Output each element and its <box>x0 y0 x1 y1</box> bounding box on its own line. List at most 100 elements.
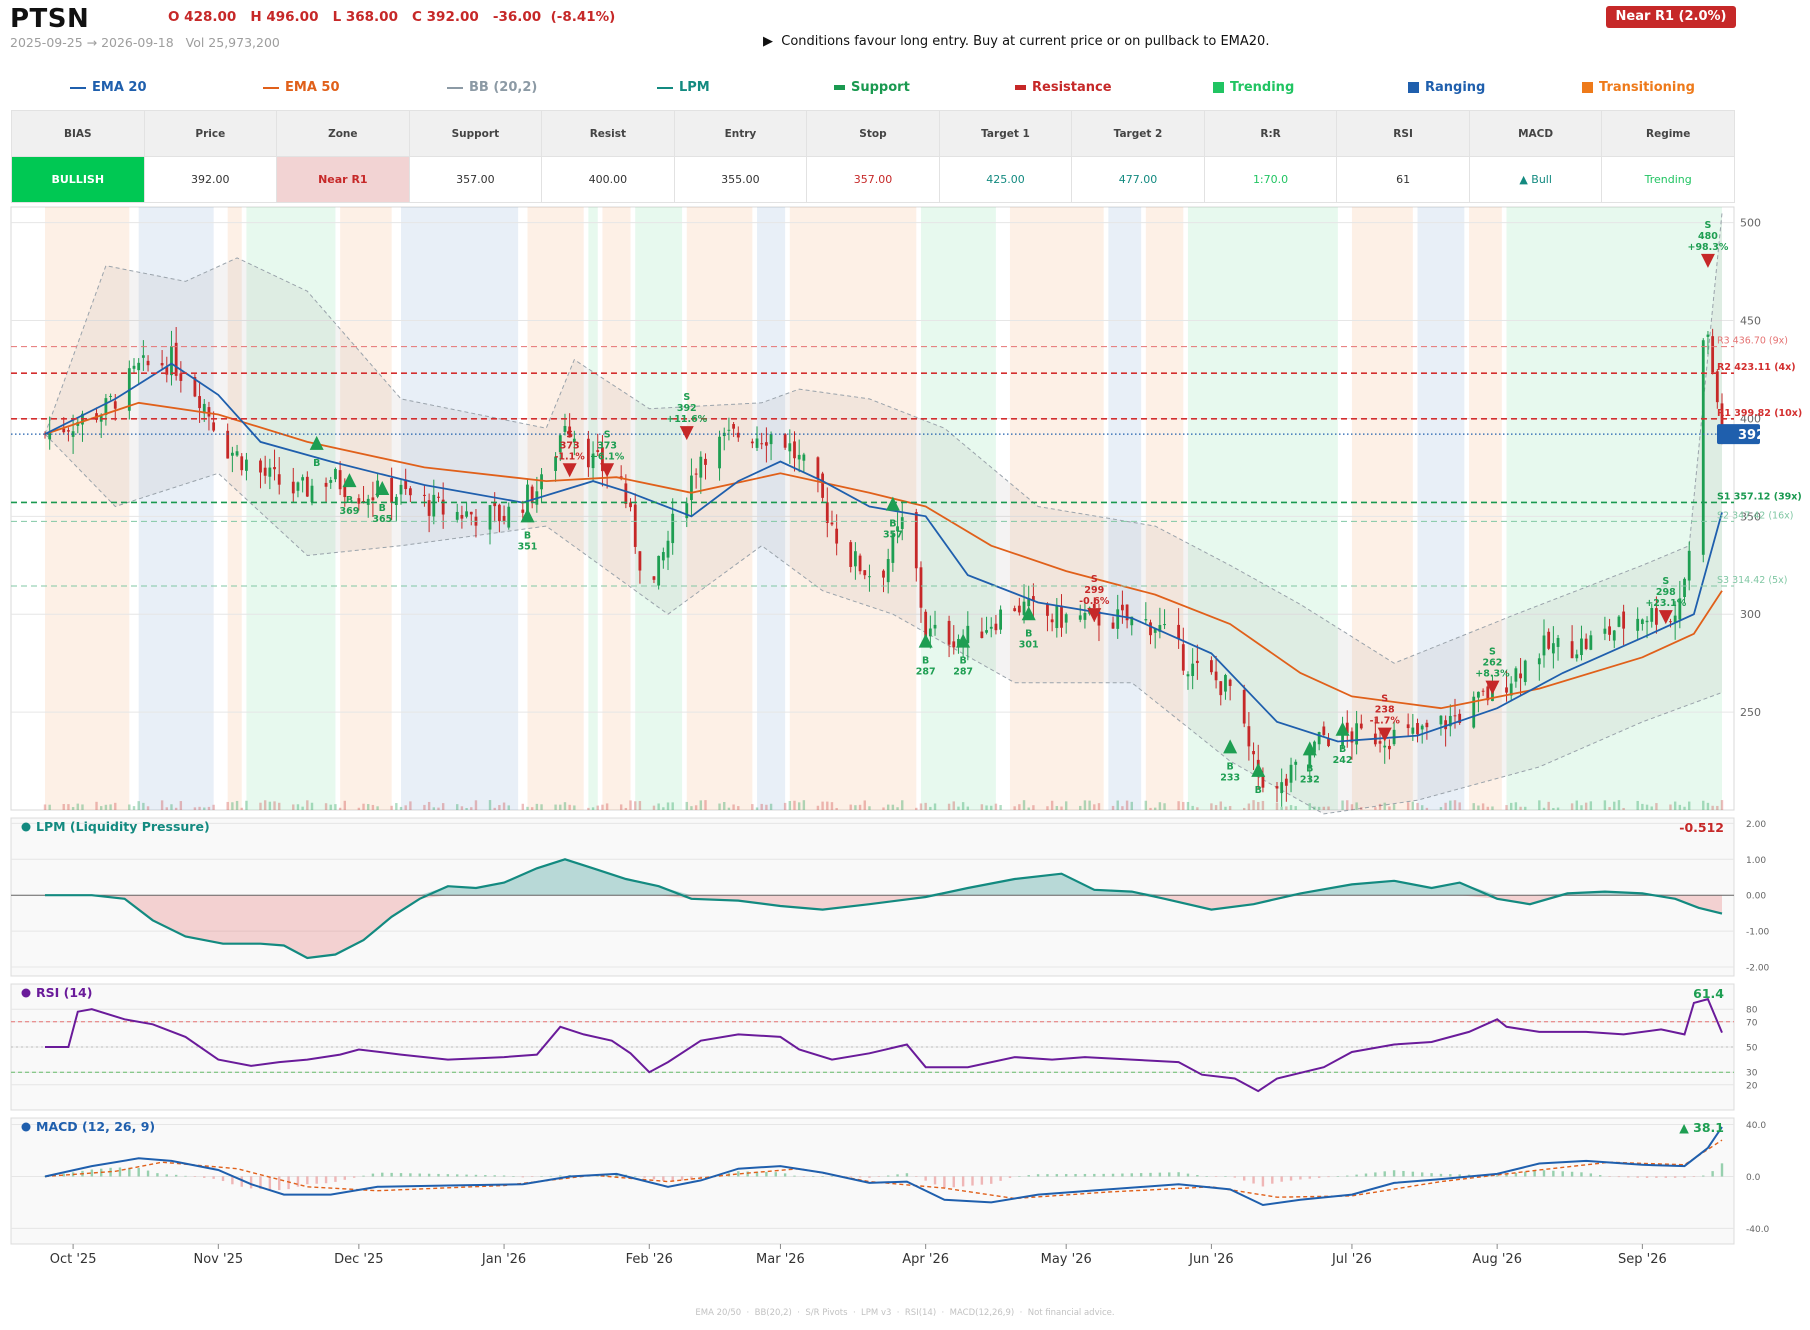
volume-bar <box>587 807 590 810</box>
lpm-last-value: -0.512 <box>1679 820 1724 835</box>
candle-body <box>769 434 773 445</box>
candle-body <box>1210 660 1213 673</box>
regime-band-trending <box>1506 207 1722 810</box>
volume-bar <box>1027 807 1030 810</box>
volume-bar <box>666 802 670 810</box>
candle-body <box>1327 738 1330 747</box>
candle-body <box>62 428 66 433</box>
ema50-line <box>44 401 1723 710</box>
candle-body <box>488 505 492 530</box>
macd-histogram-bar <box>1514 1172 1518 1177</box>
legend-item-bb: BB (20,2) <box>447 80 537 95</box>
candle-body <box>750 441 754 444</box>
candle-body <box>174 342 178 376</box>
macd-histogram-bar <box>1711 1171 1714 1177</box>
x-tick-label: Jun '26 <box>1188 1252 1234 1267</box>
volume-bar <box>1406 802 1410 810</box>
sell-signal-label: +11.6% <box>666 414 707 425</box>
macd-last-value: ▲ 38.1 <box>1679 1120 1724 1135</box>
candle-body <box>1603 628 1607 634</box>
lpm-tick-label: -2.00 <box>1746 964 1770 974</box>
macd-histogram-bar <box>484 1175 487 1177</box>
candle-body <box>1711 336 1715 373</box>
volume-bar <box>605 803 609 810</box>
volume-bar <box>788 801 792 810</box>
bb-lower-line <box>44 433 1723 815</box>
buy-signal-label: 287 <box>953 667 973 678</box>
volume-bar <box>554 804 557 810</box>
resistance-level-label: R3 436.70 (9x) <box>1717 336 1788 347</box>
macd-histogram-bar <box>446 1174 450 1177</box>
macd-histogram-bar <box>1102 1173 1105 1177</box>
support-level-label: S1 357.12 (39x) <box>1717 491 1802 502</box>
regime-band-transitioning <box>1145 207 1184 810</box>
candle-body <box>558 435 562 453</box>
volume-bar <box>343 800 346 810</box>
candle-body <box>849 542 853 567</box>
volume-bar <box>507 805 510 810</box>
volume-bar <box>961 802 965 810</box>
buy-signal-label: 351 <box>518 541 538 552</box>
volume-bar <box>1060 806 1063 810</box>
volume-bar <box>1421 805 1424 810</box>
candle-body <box>1195 660 1199 664</box>
candle-body <box>423 494 426 496</box>
macd-histogram-bar <box>774 1172 777 1177</box>
candle-body <box>132 365 136 369</box>
candle-body <box>1064 614 1068 623</box>
candle-body <box>193 377 197 397</box>
volume-bar <box>1144 800 1148 810</box>
candle-body <box>563 425 567 432</box>
volume-bar <box>919 803 923 810</box>
candle-body <box>957 638 960 646</box>
macd-histogram-bar <box>671 1176 674 1182</box>
candle-body <box>671 513 675 544</box>
rsi-line <box>45 997 1723 1093</box>
volume-bar <box>109 804 112 810</box>
volume-bar <box>43 804 47 810</box>
volume-bar <box>1378 803 1382 810</box>
macd-histogram-bar <box>1449 1174 1452 1177</box>
candle-body <box>1125 604 1129 621</box>
volume-bar <box>1125 800 1129 810</box>
candle-body <box>1341 725 1344 746</box>
macd-histogram-bar <box>324 1176 328 1184</box>
buy-signal-marker <box>1335 721 1350 736</box>
regime-band-trending <box>920 207 996 810</box>
volume-bar <box>760 803 763 810</box>
x-tick-label: Apr '26 <box>902 1252 949 1267</box>
macd-histogram-bar <box>1130 1173 1133 1177</box>
candle-body <box>896 526 899 532</box>
volume-bar <box>1046 806 1049 810</box>
volume-bar <box>868 806 871 810</box>
volume-bar <box>1214 805 1218 810</box>
volume-bar <box>1064 801 1068 810</box>
volume-bar <box>1388 806 1391 810</box>
volume-bar <box>174 807 178 810</box>
legend-item-lpm: LPM <box>657 80 710 95</box>
macd-histogram-bar <box>221 1176 225 1182</box>
sell-signal-label: 262 <box>1483 658 1503 669</box>
volume-bar <box>278 802 281 810</box>
footer-note: EMA 20/50 · BB(20,2) · S/R Pivots · LPM … <box>695 1308 1115 1318</box>
regime-band-trending <box>588 207 598 810</box>
volume-bar <box>1022 800 1026 810</box>
volume-bar <box>1603 800 1607 810</box>
rsi-tick-label: 30 <box>1746 1069 1758 1079</box>
sell-signal-label: S <box>1705 220 1712 231</box>
macd-histogram-bar <box>1505 1174 1508 1177</box>
macd-histogram-bar <box>1655 1176 1658 1178</box>
candle-body <box>1121 604 1124 611</box>
macd-histogram-bar <box>502 1175 506 1177</box>
macd-histogram-bar <box>1139 1173 1143 1177</box>
candle-body <box>1551 643 1555 654</box>
volume-bar <box>441 803 445 810</box>
candle-body <box>1046 604 1049 616</box>
candle-body <box>1636 618 1640 631</box>
macd-histogram-bar <box>287 1176 290 1190</box>
candle-body <box>1580 638 1583 656</box>
regime-band-transitioning <box>1351 207 1413 810</box>
candle-body <box>830 522 834 525</box>
volume-bar <box>1673 801 1677 810</box>
macd-histogram-bar <box>559 1175 562 1177</box>
